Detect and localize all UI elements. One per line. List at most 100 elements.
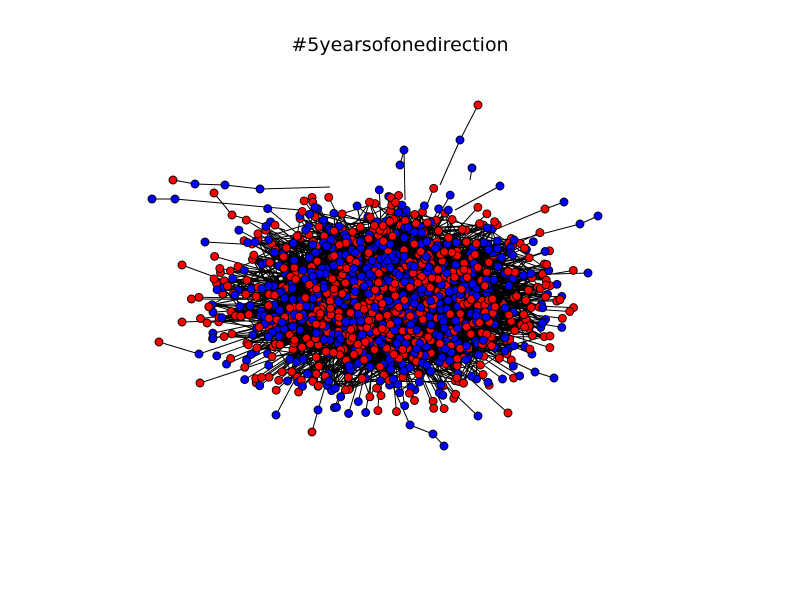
graph-node xyxy=(243,340,253,350)
graph-node xyxy=(459,265,469,274)
graph-node xyxy=(228,273,238,283)
graph-node xyxy=(509,341,519,351)
graph-node xyxy=(413,278,423,288)
graph-node xyxy=(375,376,385,386)
graph-node xyxy=(336,392,346,402)
graph-node xyxy=(263,332,273,342)
graph-node xyxy=(503,408,513,418)
graph-node xyxy=(334,240,344,250)
graph-node xyxy=(436,380,446,390)
graph-node xyxy=(394,208,404,217)
graph-node xyxy=(311,247,320,257)
graph-node xyxy=(364,316,373,325)
graph-node xyxy=(249,250,259,260)
graph-node xyxy=(476,360,485,370)
graph-node xyxy=(288,294,298,304)
graph-edge xyxy=(268,267,285,295)
graph-node xyxy=(177,317,187,327)
graph-node xyxy=(509,235,519,245)
graph-node xyxy=(287,367,297,377)
graph-node xyxy=(319,283,329,293)
graph-node xyxy=(410,396,419,405)
graph-node xyxy=(382,310,392,320)
graph-node xyxy=(520,243,530,253)
graph-node xyxy=(473,411,483,421)
graph-node xyxy=(443,295,453,305)
graph-node xyxy=(470,250,480,260)
graph-node xyxy=(389,349,399,359)
graph-node xyxy=(494,353,504,363)
graph-node xyxy=(297,342,307,352)
graph-node xyxy=(438,390,448,400)
graph-node xyxy=(405,388,414,398)
graph-node xyxy=(475,219,485,229)
graph-edge xyxy=(280,256,333,268)
graph-node xyxy=(337,209,347,219)
graph-node xyxy=(253,229,263,239)
graph-node xyxy=(473,100,483,110)
graph-node xyxy=(200,237,210,247)
graph-node xyxy=(314,222,324,232)
graph-node xyxy=(451,389,461,399)
graph-node xyxy=(329,226,339,236)
graph-node xyxy=(421,252,431,262)
graph-node xyxy=(357,373,367,383)
graph-node xyxy=(437,352,447,362)
graph-node xyxy=(255,381,265,391)
graph-node xyxy=(555,295,565,305)
graph-node xyxy=(300,293,310,303)
graph-node xyxy=(377,299,387,308)
graph-node xyxy=(445,190,455,200)
graph-node xyxy=(452,354,462,364)
graph-node xyxy=(482,267,492,277)
graph-node xyxy=(447,248,457,257)
graph-node xyxy=(217,313,227,323)
graph-edge xyxy=(426,194,451,237)
graph-node xyxy=(365,212,375,222)
graph-node xyxy=(559,197,569,207)
graph-node xyxy=(455,135,465,145)
graph-node xyxy=(311,369,321,379)
graph-node xyxy=(523,285,533,295)
graph-node xyxy=(302,301,312,311)
graph-node xyxy=(299,196,309,206)
graph-edge xyxy=(259,186,331,190)
graph-node xyxy=(340,278,350,288)
graph-node xyxy=(373,406,383,416)
graph-node xyxy=(426,320,436,330)
graph-node xyxy=(239,265,249,275)
graph-node xyxy=(475,318,484,328)
graph-edge xyxy=(158,341,200,355)
graph-node xyxy=(484,245,494,255)
graph-node xyxy=(535,228,545,238)
graph-node xyxy=(374,336,384,346)
graph-node xyxy=(255,184,265,194)
graph-node xyxy=(303,369,312,379)
graph-node xyxy=(545,343,555,353)
graph-node xyxy=(390,291,400,301)
graph-node xyxy=(394,270,404,280)
graph-edge xyxy=(174,198,301,211)
graph-node xyxy=(443,205,453,215)
graph-node xyxy=(225,266,235,276)
graph-node xyxy=(344,409,354,418)
graph-node xyxy=(177,260,187,270)
graph-node xyxy=(378,236,388,246)
graph-node xyxy=(257,284,267,293)
graph-node xyxy=(519,271,528,280)
graph-node xyxy=(307,427,317,437)
graph-edge xyxy=(268,350,306,378)
graph-node xyxy=(245,301,255,311)
graph-node xyxy=(285,303,295,313)
graph-edge xyxy=(380,343,385,376)
graph-node xyxy=(330,383,340,393)
graph-node xyxy=(410,209,420,219)
graph-node xyxy=(241,289,251,299)
graph-node xyxy=(456,284,466,294)
graph-node xyxy=(219,332,229,341)
graph-node xyxy=(414,377,424,387)
graph-node xyxy=(426,296,436,306)
graph-node xyxy=(409,239,419,249)
graph-edge xyxy=(274,224,307,250)
